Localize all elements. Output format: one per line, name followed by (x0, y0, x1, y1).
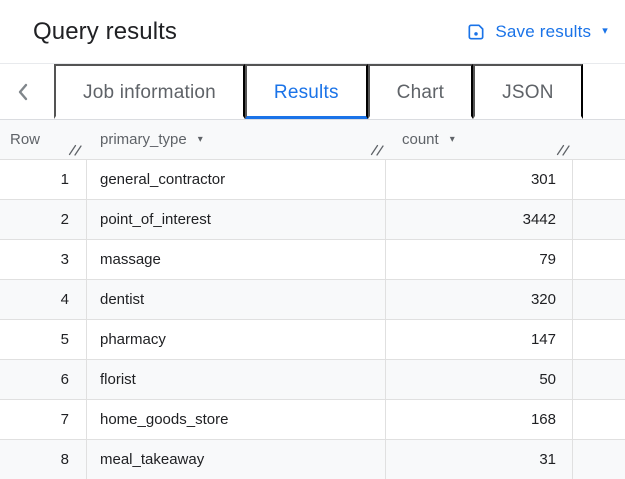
count-cell[interactable]: 168 (386, 400, 573, 439)
tabs-scroll-left-button[interactable] (0, 64, 46, 119)
results-table-body: 1 general_contractor 301 2 point_of_inte… (0, 160, 625, 479)
primary-type-cell[interactable]: pharmacy (87, 320, 386, 359)
column-header-row: Row (0, 120, 87, 159)
primary-type-cell[interactable]: meal_takeaway (87, 440, 386, 479)
tab-job-information[interactable]: Job information (54, 64, 245, 119)
count-cell[interactable]: 147 (386, 320, 573, 359)
count-cell[interactable]: 3442 (386, 200, 573, 239)
column-resize-handle-icon[interactable] (370, 144, 385, 156)
table-row: 2 point_of_interest 3442 (0, 200, 625, 240)
table-row: 4 dentist 320 (0, 280, 625, 320)
column-label: Row (10, 131, 41, 148)
tab-label: Chart (396, 81, 445, 103)
page-title: Query results (33, 17, 178, 45)
table-row: 1 general_contractor 301 (0, 160, 625, 200)
row-number-cell: 5 (0, 320, 87, 359)
filler-cell (573, 400, 625, 439)
row-number-cell: 1 (0, 160, 87, 199)
row-number-cell: 7 (0, 400, 87, 439)
row-number-cell: 2 (0, 200, 87, 239)
tab-bar: Job information Results Chart JSON (0, 64, 625, 120)
count-cell[interactable]: 31 (386, 440, 573, 479)
table-row: 7 home_goods_store 168 (0, 400, 625, 440)
count-cell[interactable]: 320 (386, 280, 573, 319)
tab-label: JSON (502, 81, 554, 103)
panel-header: Query results Save results ▾ (0, 0, 625, 64)
row-number-cell: 8 (0, 440, 87, 479)
tab-chart[interactable]: Chart (367, 64, 474, 119)
row-number-cell: 3 (0, 240, 87, 279)
column-label: primary_type (100, 131, 187, 148)
chevron-left-icon (16, 82, 30, 102)
table-row: 8 meal_takeaway 31 (0, 440, 625, 479)
count-cell[interactable]: 50 (386, 360, 573, 399)
caret-down-icon: ▾ (602, 25, 608, 37)
count-cell[interactable]: 79 (386, 240, 573, 279)
filler-cell (573, 320, 625, 359)
filler-cell (573, 280, 625, 319)
primary-type-cell[interactable]: dentist (87, 280, 386, 319)
count-cell[interactable]: 301 (386, 160, 573, 199)
primary-type-cell[interactable]: point_of_interest (87, 200, 386, 239)
tab-label: Results (273, 81, 339, 103)
tab-json[interactable]: JSON (473, 64, 583, 119)
tab-results[interactable]: Results (244, 64, 368, 119)
table-row: 5 pharmacy 147 (0, 320, 625, 360)
caret-down-icon[interactable]: ▾ (197, 133, 203, 145)
filler-cell (573, 160, 625, 199)
primary-type-cell[interactable]: massage (87, 240, 386, 279)
column-label: count (402, 131, 439, 148)
filler-cell (573, 360, 625, 399)
row-number-cell: 6 (0, 360, 87, 399)
primary-type-cell[interactable]: general_contractor (87, 160, 386, 199)
filler-cell (573, 440, 625, 479)
column-resize-handle-icon[interactable] (556, 144, 571, 156)
filler-cell (573, 200, 625, 239)
primary-type-cell[interactable]: home_goods_store (87, 400, 386, 439)
table-row: 3 massage 79 (0, 240, 625, 280)
save-results-label: Save results (495, 21, 592, 41)
column-header-primary-type[interactable]: primary_type ▾ (87, 120, 386, 159)
column-header-count[interactable]: count ▾ (386, 120, 573, 159)
filler-cell (573, 240, 625, 279)
results-table-header: Row primary_type ▾ count ▾ (0, 120, 625, 160)
primary-type-cell[interactable]: florist (87, 360, 386, 399)
save-icon (466, 22, 486, 42)
caret-down-icon[interactable]: ▾ (449, 133, 455, 145)
tab-label: Job information (83, 81, 216, 103)
column-resize-handle-icon[interactable] (68, 144, 83, 156)
column-header-filler (573, 120, 625, 159)
row-number-cell: 4 (0, 280, 87, 319)
save-results-button[interactable]: Save results ▾ (464, 18, 610, 46)
table-row: 6 florist 50 (0, 360, 625, 400)
